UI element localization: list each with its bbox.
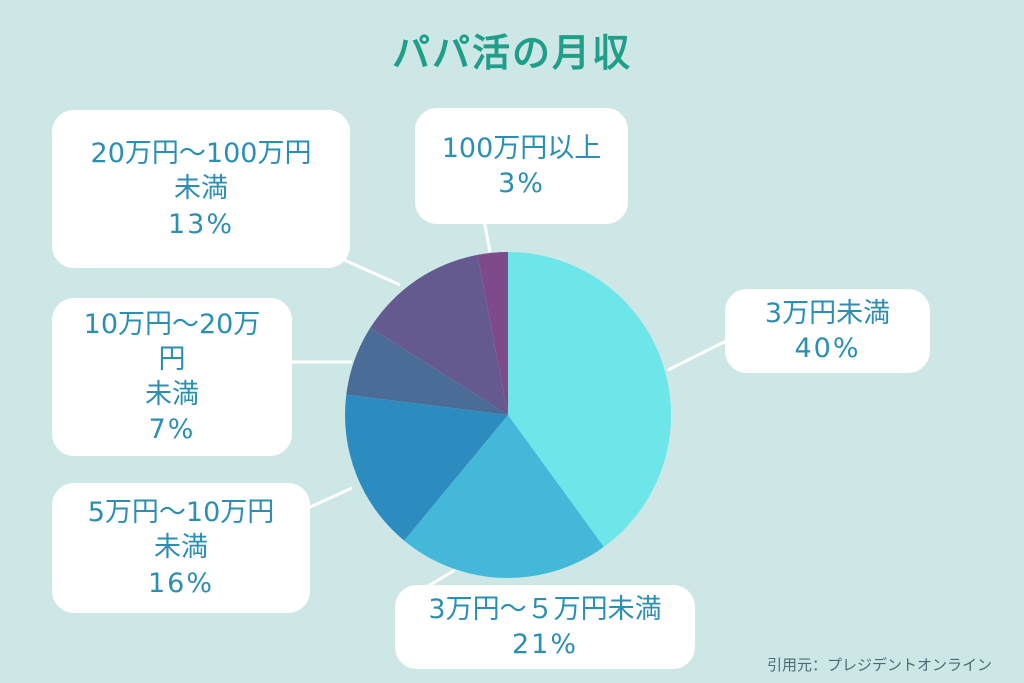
slice-label-line: 円 (158, 343, 186, 375)
slice-percent-label: 21% (511, 629, 578, 660)
slice-label-line: 未満 (154, 532, 208, 564)
slice-label-line: 未満 (145, 379, 199, 410)
slice-label-box-0: 3万円未満 40% (725, 289, 930, 373)
pie-slice-1 (404, 415, 604, 578)
slice-label-line: 100万円以上 (441, 132, 602, 164)
chart-title: パパ活の月収 (391, 31, 632, 75)
slice-label-line: 10万円～20万 (83, 308, 261, 340)
slice-label-box-1: 3万円～５万円未満 21% (395, 585, 695, 669)
pie-slice-0 (508, 252, 672, 547)
pie-slice-2 (345, 394, 508, 541)
slice-label-line: 20万円～100万円 (90, 138, 312, 170)
pie-slice-5 (477, 252, 508, 415)
slice-percent-label: 16% (147, 567, 214, 599)
slice-percent-label: 13% (167, 208, 234, 240)
slice-percent-label: 3% (498, 168, 545, 199)
slice-label-line: 3万円～５万円未満 (428, 593, 662, 625)
slice-percent-label: 40% (794, 333, 861, 364)
slice-label-line: 3万円未満 (764, 297, 891, 329)
leader-line-2 (307, 486, 353, 510)
pie-slice-4 (370, 254, 508, 415)
pie-slice-3 (346, 327, 508, 415)
leader-line-0 (667, 338, 729, 372)
slice-label-line: 未満 (174, 173, 228, 205)
leader-line-4 (339, 256, 401, 287)
leader-line-5 (482, 219, 492, 253)
source-credit: 引用元：プレジデントオンライン (766, 656, 992, 674)
slice-label-box-5: 100万円以上 3% (415, 108, 628, 224)
slice-label-box-4: 20万円～100万円 未満 13% (52, 110, 350, 268)
slice-label-box-3: 10万円～20万円未満 7% (52, 298, 292, 456)
slice-label-line: 5万円～10万円 (87, 497, 275, 529)
slice-percent-label: 7% (148, 414, 196, 446)
slice-label-box-2: 5万円～10万円 未満 16% (52, 483, 310, 613)
